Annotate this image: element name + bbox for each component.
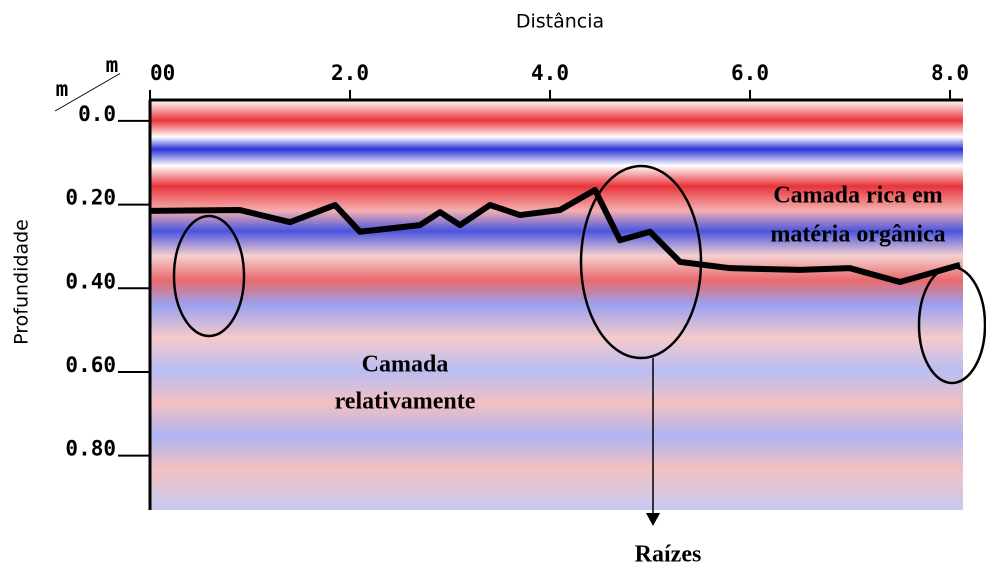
annotation: relativamente [335,389,476,415]
annotation: matéria orgânica [770,222,945,248]
y-tick-label: 0.20 [65,186,116,210]
arrow-head [646,513,660,526]
y-tick-label: 0.60 [65,353,116,377]
x-tick-label: 2.0 [331,61,369,85]
annotation: Raízes [635,542,702,568]
y-unit: m [56,77,69,101]
radargram-image [150,100,963,510]
y-tick-label: 0.0 [78,102,116,126]
y-tick-label: 0.40 [65,269,116,293]
x-unit: m [106,53,119,77]
annotation: Camada rica em [773,183,942,209]
annotation: Camada [362,352,449,378]
x-tick-label: 8.0 [931,61,969,85]
interface-line [149,186,961,285]
y-tick-label: 0.80 [65,437,116,461]
x-tick-label: 00 [150,61,175,85]
unit-divider [54,73,121,112]
y-axis-label: Profundidade [11,219,33,345]
x-tick-label: 6.0 [731,61,769,85]
x-axis-label: Distância [516,11,604,33]
ellipse [172,214,246,338]
x-tick-label: 4.0 [531,61,569,85]
